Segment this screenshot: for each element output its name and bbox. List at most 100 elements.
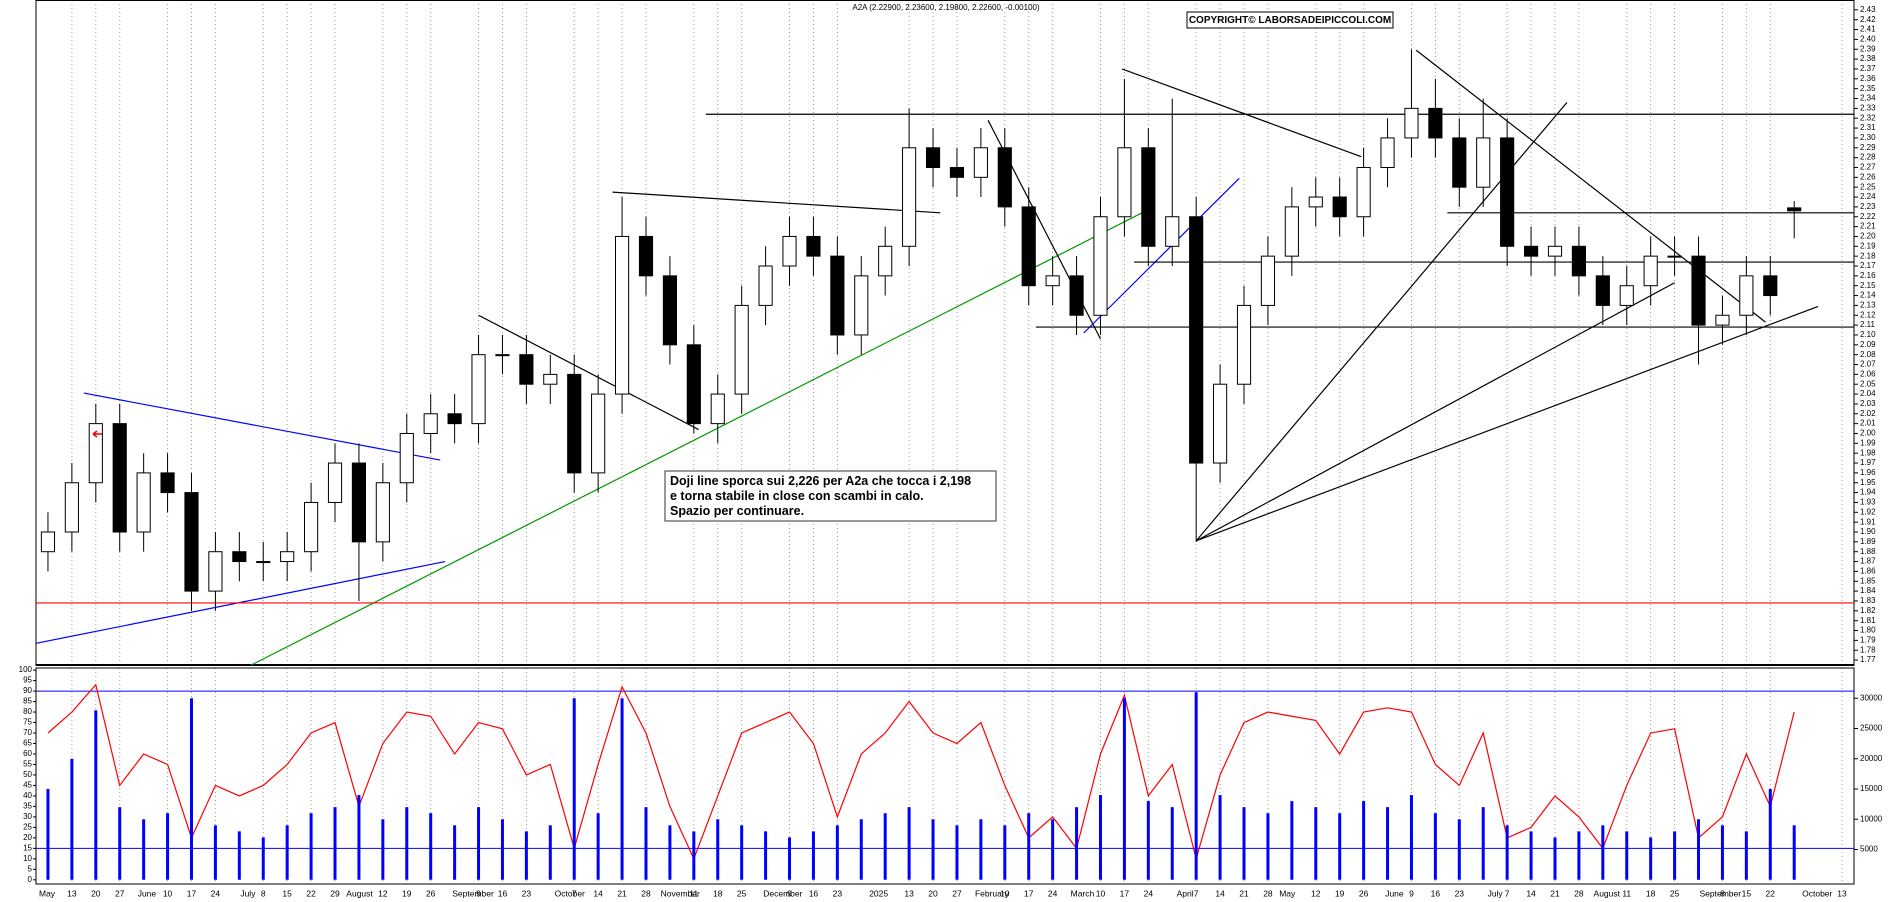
candle-body [1045,275,1060,287]
volume-bar [692,831,696,880]
volume-bar [1649,837,1653,880]
candle-body [1715,314,1730,326]
y-tick-label: 1.84 [1860,586,1876,595]
volume-bar [381,819,385,880]
x-tick-label: 22 [306,888,316,898]
y-tick-label: 65 [23,739,32,748]
y-tick-label: 1.90 [1860,527,1876,536]
month-label: June [138,888,157,898]
trend-line [83,392,441,461]
candle-body [1380,137,1395,168]
y-tick-label: 95 [23,676,32,685]
month-label: July [1488,888,1504,898]
volume-bar [1098,795,1102,880]
candle-body [567,373,582,474]
candle-body [232,551,247,563]
volume-bar [1505,825,1509,880]
y-tick-label: 2.19 [1860,241,1876,250]
volume-bar [142,819,146,880]
volume-bar [70,758,74,880]
x-tick-label: 9 [476,888,481,898]
volume-bar [213,825,217,880]
volume-bar [309,813,313,880]
x-tick-label: 18 [1646,888,1656,898]
candle-body [949,166,965,178]
x-tick-label: 7 [1505,888,1510,898]
y-tick-label: 2.30 [1860,133,1876,142]
volume-bar [931,819,935,880]
volume-bar [620,698,624,880]
month-label: October [555,888,585,898]
y-tick-label: 1.85 [1860,576,1876,585]
y-tick-label: 30 [23,812,32,821]
x-tick-label: 24 [211,888,221,898]
y-tick-label: 35 [23,802,32,811]
volume-bar [1433,813,1437,880]
x-tick-label: 26 [1359,888,1369,898]
volume-bar [237,831,241,880]
candle-body [543,373,558,385]
candle-body [614,235,630,395]
month-label: September [1700,888,1742,898]
x-tick-label: 14 [1215,888,1225,898]
candle-body [160,472,175,494]
x-tick-label: 24 [1048,888,1058,898]
candle-body [830,255,845,336]
annotation-box [664,470,997,522]
y-tick-label: 2.15 [1860,281,1876,290]
trend-line [1121,68,1362,158]
volume-bar [979,819,983,880]
y-tick-label: 1.92 [1860,507,1876,516]
arrow [92,430,102,438]
candle-body [1356,166,1371,218]
y-tick-label: 2.16 [1860,271,1876,280]
candle-body [112,423,127,533]
oscillator-line [47,683,1795,862]
y2-tick-label: 15000 [1860,784,1883,793]
y-tick-label: 1.95 [1860,478,1876,487]
candle-body [351,462,367,543]
y-tick-label: 2.35 [1860,84,1876,93]
candle-body [1763,275,1778,297]
x-tick-label: 23 [522,888,532,898]
x-tick-label: 17 [1024,888,1034,898]
month-label: February [975,888,1010,898]
x-tick-label: 15 [1742,888,1752,898]
y-tick-label: 1.78 [1860,645,1876,654]
month-label: December [763,888,802,898]
volume-bar [94,710,98,880]
trend-line [1415,49,1766,323]
volume-bar [118,807,122,880]
month-label: May [39,888,56,898]
candle-body [878,245,893,277]
x-tick-label: 19 [402,888,412,898]
y-tick-label: 1.79 [1860,635,1876,644]
volume-bar [1386,807,1390,880]
candle-body [1452,137,1467,188]
y-tick-label: 1.98 [1860,448,1876,457]
y-tick-label: 1.83 [1860,596,1876,605]
month-label: April [1177,888,1194,898]
y-tick-label: 1.82 [1860,606,1876,615]
candle-body [1117,147,1132,218]
volume-bar [1338,813,1342,880]
candle-body [88,423,103,484]
y-tick-label: 60 [23,749,32,758]
y-tick-label: 1.80 [1860,626,1876,635]
candle-body [1069,275,1084,316]
y-tick-label: 2.21 [1860,222,1876,231]
x-tick-label: 23 [833,888,843,898]
y-tick-label: 10 [23,854,32,863]
candle-body [1021,206,1036,287]
x-tick-label: 10 [163,888,173,898]
volume-bar [668,825,672,880]
x-tick-label: 25 [737,888,747,898]
volume-bar [1170,807,1174,880]
y-tick-label: 2.18 [1860,251,1876,260]
volume-bar [859,819,863,880]
candle-body [1213,383,1228,464]
candle-body [1643,255,1658,287]
volume-bar [1457,819,1461,880]
y-tick-label: 2.04 [1860,389,1876,398]
